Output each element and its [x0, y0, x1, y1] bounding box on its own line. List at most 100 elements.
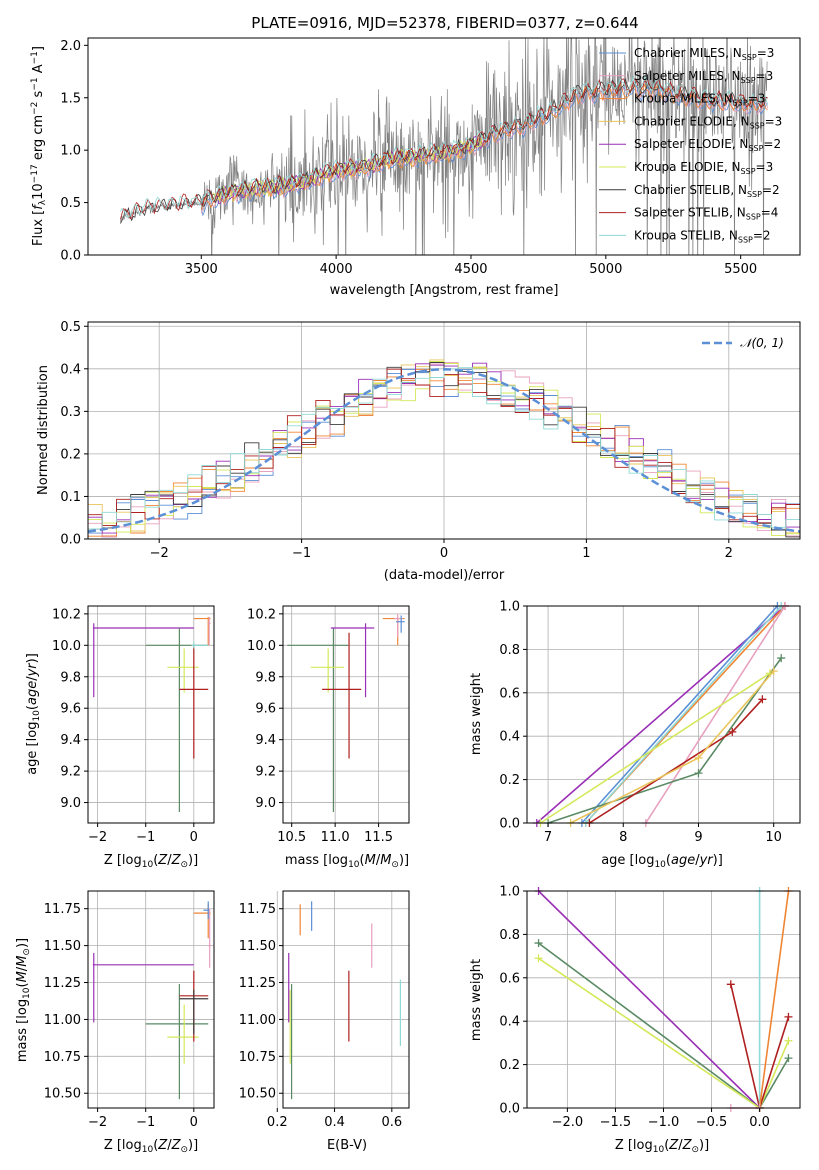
- ageweight-point-marker: [728, 727, 737, 736]
- z-weight-xlabel: Z [log10(Z/Z⊙)]: [615, 1138, 709, 1155]
- z-mass-points: [92, 901, 212, 1100]
- ageweight-point-marker: [694, 769, 703, 778]
- resid-xtick-label: 1: [582, 546, 590, 561]
- zweight-point-marker: [534, 939, 543, 948]
- residuals-xticks: −2 −1 0 1 2: [150, 539, 733, 561]
- salpeter-stelib-legend-label: Salpeter STELIB, NSSP=4: [634, 206, 778, 222]
- figure-title: PLATE=0916, MJD=52378, FIBERID=0377, z=0…: [251, 14, 638, 32]
- z-age-panel: −2 −1 0 9.0 9.2 9.4 9.6 9.8 10.0 10.2 Z [log10(Z…: [25, 605, 215, 870]
- zmass-xtick-label: 0: [190, 1115, 198, 1130]
- ageweight-series-line: [645, 605, 786, 824]
- ebv-mass-frame: [282, 890, 410, 1109]
- spectrum-frame: [87, 37, 801, 256]
- ebvmass-xtick-label: 0.2: [267, 1115, 288, 1130]
- zage-xtick-label: −2: [88, 830, 107, 845]
- spectrum-xtick-label: 4500: [454, 262, 487, 277]
- ageweight-ytick-label: 0.4: [499, 730, 520, 745]
- massage-ytick-label: 9.8: [255, 670, 276, 685]
- age-weight-frame: [526, 605, 801, 824]
- resid-ytick-label: 0.5: [60, 320, 81, 335]
- zweight-point-marker: [784, 1054, 793, 1063]
- ebvmass-ytick-label: 11.25: [239, 976, 276, 991]
- spectrum-ytick-label: 0.5: [60, 196, 81, 211]
- ageweight-ytick-label: 1.0: [499, 600, 520, 615]
- zweight-xtick-label: −1.0: [648, 1115, 680, 1130]
- zweight-xtick-label: −0.5: [696, 1115, 728, 1130]
- salpeter-elodie-model-line: [211, 135, 485, 205]
- age-weight-panel: 7 8 9 10 0.0 0.2 0.4 0.6 0.8 1.0 age [log10(age/…: [469, 600, 801, 870]
- ageweight-series-line: [570, 670, 775, 824]
- gaussian-legend-label: 𝒩(0, 1): [740, 336, 784, 350]
- ebv-mass-yticks: 10.50 10.75 11.00 11.25 11.50 11.75: [239, 902, 283, 1102]
- chabrier-stelib-model-line: [120, 77, 768, 224]
- chabrier-stelib-legend-label: Chabrier STELIB, NSSP=2: [634, 183, 780, 199]
- chabrier-elodie-legend-label: Chabrier ELODIE, NSSP=3: [634, 114, 782, 130]
- massage-xtick-label: 11.5: [364, 830, 393, 845]
- z-mass-grid: [88, 891, 214, 1108]
- ebv-mass-grid: [276, 891, 409, 1108]
- salpeter-elodie-legend-label: Salpeter ELODIE, NSSP=2: [634, 137, 781, 153]
- residuals-ylabel: Normed distribution: [36, 365, 51, 495]
- zmass-xtick-label: −2: [88, 1115, 107, 1130]
- massage-xtick-label: 10.5: [277, 830, 306, 845]
- massage-ytick-label: 9.4: [255, 733, 276, 748]
- zweight-point-marker: [784, 1012, 793, 1021]
- zweight-series-line: [758, 890, 790, 1109]
- mass-age-points: [287, 613, 405, 812]
- age-weight-xticks: 7 8 9 10: [544, 823, 782, 845]
- z-age-yticks: 9.0 9.2 9.4 9.6 9.8 10.0 10.2: [52, 607, 88, 811]
- z-mass-frame: [87, 890, 215, 1109]
- ageweight-xtick-label: 10: [765, 830, 782, 845]
- spectrum-xticks: 3500 4000 4500 5000 5500: [185, 255, 757, 277]
- resid-xtick-label: 2: [725, 546, 733, 561]
- massage-xtick-label: 11.0: [321, 830, 350, 845]
- zweight-point-marker: [534, 954, 543, 963]
- zweight-ytick-label: 0.6: [499, 971, 520, 986]
- spectrum-ytick-label: 2.0: [60, 39, 81, 54]
- z-age-xticks: −2 −1 0: [88, 823, 198, 845]
- z-age-xlabel: Z [log10(Z/Z⊙)]: [104, 853, 198, 870]
- ageweight-ytick-label: 0.6: [499, 686, 520, 701]
- zage-ytick-label: 9.4: [60, 733, 81, 748]
- age-weight-yticks: 0.0 0.2 0.4 0.6 0.8 1.0: [499, 600, 527, 832]
- zmass-ytick-label: 11.00: [44, 1013, 81, 1028]
- zage-ytick-label: 9.6: [60, 702, 81, 717]
- ageweight-ytick-label: 0.8: [499, 643, 520, 658]
- z-weight-ylabel: mass weight: [469, 959, 484, 1041]
- residuals-xlabel: (data-model)/error: [384, 568, 505, 583]
- mass-age-grid: [283, 606, 409, 823]
- spectrum-ytick-label: 0.0: [60, 249, 81, 264]
- zweight-ytick-label: 0.0: [499, 1102, 520, 1117]
- spectrum-legend: Chabrier MILES, NSSP=3 Salpeter MILES, NS…: [599, 46, 782, 244]
- ageweight-xtick-label: 7: [544, 830, 552, 845]
- massage-ytick-label: 10.2: [247, 607, 276, 622]
- massage-ytick-label: 10.0: [247, 639, 276, 654]
- ageweight-series-line: [540, 672, 771, 824]
- zweight-ytick-label: 1.0: [499, 885, 520, 900]
- zage-ytick-label: 9.0: [60, 796, 81, 811]
- spectrum-xtick-label: 4000: [320, 262, 353, 277]
- spectrum-xtick-label: 5000: [589, 262, 622, 277]
- ebv-mass-xticks: 0.2 0.4 0.6: [267, 1108, 402, 1130]
- zmass-ytick-label: 11.50: [44, 939, 81, 954]
- z-mass-xticks: −2 −1 0: [88, 1108, 198, 1130]
- ageweight-point-marker: [758, 695, 767, 704]
- z-weight-panel: −2.0 −1.5 −1.0 −0.5 0.0 0.0 0.2 0.4 0.6 0.8 1.0 Z…: [469, 885, 801, 1155]
- spectrum-ylabel: Flux [fλ10−17 erg cm−2 s−1 A−1]: [30, 46, 48, 246]
- massage-ytick-label: 9.6: [255, 702, 276, 717]
- resid-ytick-label: 0.1: [60, 490, 81, 505]
- spectrum-ytick-label: 1.0: [60, 144, 81, 159]
- age-weight-grid: [527, 605, 800, 824]
- ageweight-point-marker: [777, 654, 786, 663]
- zweight-xtick-label: −1.5: [600, 1115, 632, 1130]
- spectrum-lines: [120, 38, 768, 255]
- ageweight-series-line: [581, 605, 778, 824]
- chabrier-miles-legend-label: Chabrier MILES, NSSP=3: [634, 46, 774, 62]
- salpeter-stelib-histogram: [88, 368, 800, 526]
- ebvmass-ytick-label: 10.50: [239, 1087, 276, 1102]
- zweight-series-line: [537, 890, 761, 1109]
- zage-ytick-label: 9.2: [60, 765, 81, 780]
- ageweight-point-marker: [769, 667, 778, 676]
- mass-age-panel: 10.5 11.0 11.5 9.0 9.2 9.4 9.6 9.8 10.0 10.2 mas…: [247, 605, 410, 870]
